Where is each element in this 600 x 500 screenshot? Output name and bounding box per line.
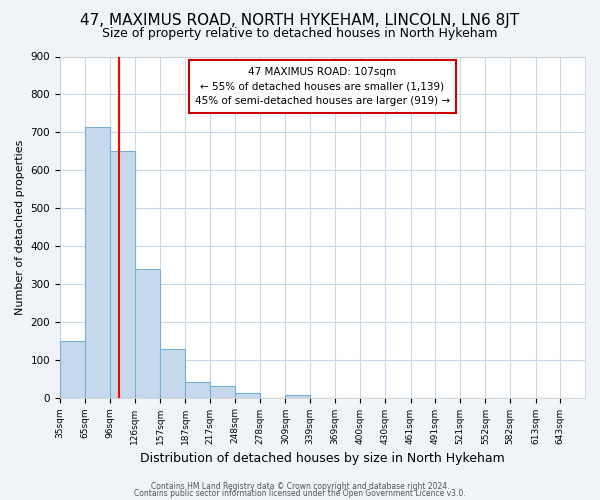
Bar <box>135 268 160 398</box>
Bar <box>60 340 85 398</box>
Bar <box>160 349 185 398</box>
Bar <box>185 382 209 398</box>
Text: Contains HM Land Registry data © Crown copyright and database right 2024.: Contains HM Land Registry data © Crown c… <box>151 482 449 491</box>
X-axis label: Distribution of detached houses by size in North Hykeham: Distribution of detached houses by size … <box>140 452 505 465</box>
Text: 47, MAXIMUS ROAD, NORTH HYKEHAM, LINCOLN, LN6 8JT: 47, MAXIMUS ROAD, NORTH HYKEHAM, LINCOLN… <box>80 12 520 28</box>
Y-axis label: Number of detached properties: Number of detached properties <box>15 140 25 314</box>
Text: Contains public sector information licensed under the Open Government Licence v3: Contains public sector information licen… <box>134 489 466 498</box>
Bar <box>85 126 110 398</box>
Bar <box>110 151 135 398</box>
Text: Size of property relative to detached houses in North Hykeham: Size of property relative to detached ho… <box>102 28 498 40</box>
Bar <box>209 386 235 398</box>
Bar <box>286 394 310 398</box>
Text: 47 MAXIMUS ROAD: 107sqm
← 55% of detached houses are smaller (1,139)
45% of semi: 47 MAXIMUS ROAD: 107sqm ← 55% of detache… <box>195 66 450 106</box>
Bar <box>235 392 260 398</box>
